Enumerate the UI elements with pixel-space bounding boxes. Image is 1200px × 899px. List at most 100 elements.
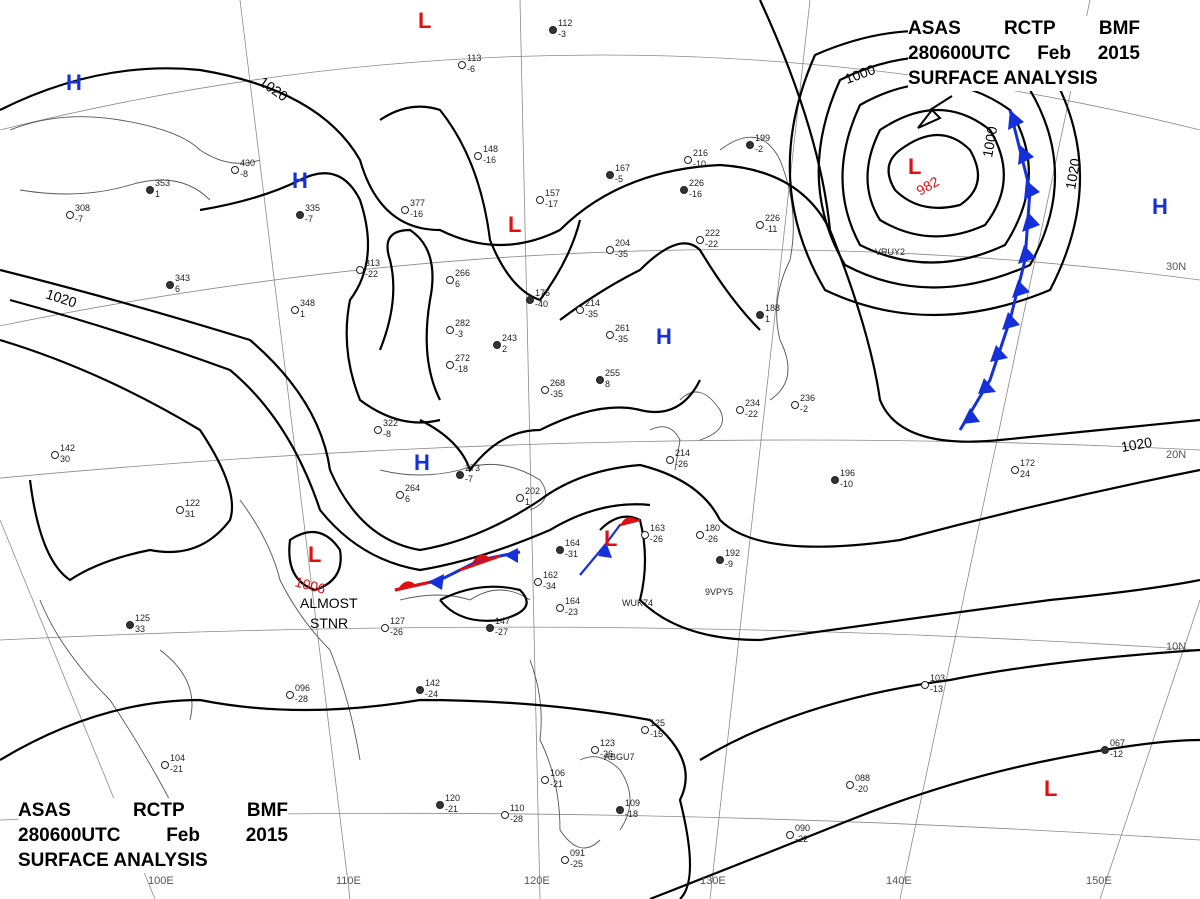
station-plot: 148-16	[474, 144, 498, 165]
station-circle	[696, 531, 704, 539]
station-pressure: 110	[510, 803, 524, 813]
station-plot: 090-22	[786, 823, 810, 844]
station-pressure: 273	[465, 463, 480, 473]
station-pressure: 113	[467, 53, 481, 63]
station-value: -35	[615, 249, 628, 259]
low-pressure-value: 1006	[293, 573, 327, 597]
isobar-south-4	[599, 515, 1200, 642]
station-circle	[684, 156, 692, 164]
station-plot: 192-9	[716, 548, 740, 569]
station-pressure: 096	[295, 683, 310, 693]
ship-callsign: 9VPY5	[705, 587, 733, 597]
low-center: L	[1044, 776, 1057, 801]
isobar-1020-southwest	[0, 268, 1200, 552]
station-value: -26	[600, 749, 613, 759]
station-pressure: 335	[305, 203, 320, 213]
station-circle	[458, 61, 466, 69]
station-plot: 164-31	[556, 538, 580, 559]
station-pressure: 222	[705, 228, 720, 238]
station-plot: 106-21	[541, 768, 565, 789]
station-value: -16	[689, 189, 702, 199]
station-pressure: 214	[585, 298, 600, 308]
station-pressure: 104	[170, 753, 185, 763]
station-pressure: 088	[855, 773, 870, 783]
station-circle	[680, 186, 688, 194]
station-circle	[374, 426, 382, 434]
station-circle	[51, 451, 59, 459]
station-value: 33	[135, 624, 145, 634]
lat-label: 20N	[1166, 449, 1186, 461]
station-circle	[291, 306, 299, 314]
station-plot: 104-21	[161, 753, 185, 774]
station-pressure: 308	[75, 203, 90, 213]
station-circle	[831, 476, 839, 484]
station-circle	[166, 281, 174, 289]
station-circle	[606, 171, 614, 179]
isobar-label: 1000	[979, 125, 1000, 159]
station-pressure: 164	[565, 596, 580, 606]
station-pressure: 106	[550, 768, 565, 778]
chart-title-top: ASAS RCTP BMF 280600UTC Feb 2015 SURFACE…	[908, 16, 1140, 91]
isobar-1006-low	[288, 530, 342, 592]
station-pressure: 091	[570, 848, 585, 858]
isobar-south-6	[699, 648, 1200, 761]
title-product: SURFACE ANALYSIS	[18, 850, 208, 871]
station-plot: 167-5	[606, 163, 630, 184]
front-note: ALMOST	[300, 595, 358, 611]
station-plot: 308-7	[66, 203, 90, 224]
station-value: -15	[650, 729, 663, 739]
isobar-label: 1020	[1120, 434, 1154, 455]
station-value: -25	[570, 859, 583, 869]
isobar-label: 1020	[1062, 157, 1083, 191]
station-value: -22	[365, 269, 378, 279]
station-value: 1	[765, 314, 770, 324]
station-pressure: 430	[240, 158, 255, 168]
isobar-south-5	[0, 698, 692, 899]
high-center: H	[66, 70, 82, 95]
station-plot: 142-24	[416, 678, 440, 699]
station-circle	[161, 761, 169, 769]
station-plot: 216-10	[684, 148, 708, 169]
station-plot: 163-26	[641, 523, 665, 544]
station-plot: 091-25	[561, 848, 585, 869]
station-circle	[576, 306, 584, 314]
station-plot: 180-26	[696, 523, 720, 544]
station-value: 24	[1020, 469, 1030, 479]
station-plot: 088-20	[846, 773, 870, 794]
station-plot: 196-10	[831, 468, 855, 489]
station-pressure: 226	[689, 178, 704, 188]
station-circle	[756, 311, 764, 319]
station-value: -40	[535, 299, 548, 309]
high-center: H	[292, 168, 308, 193]
isobar-south-1	[9, 298, 651, 572]
isobar-label: 1020	[256, 73, 291, 104]
station-value: -7	[465, 474, 473, 484]
station-value: 31	[185, 509, 195, 519]
lon-label: 140E	[886, 875, 912, 887]
station-plot: 234-22	[736, 398, 760, 419]
station-pressure: 148	[483, 144, 498, 154]
station-plot: 112-3	[549, 18, 572, 39]
station-plot: 103-13	[921, 673, 945, 694]
station-plot: 222-22	[696, 228, 720, 249]
station-circle	[606, 331, 614, 339]
station-circle	[549, 26, 557, 34]
station-circle	[231, 166, 239, 174]
station-pressure: 255	[605, 368, 620, 378]
station-circle	[446, 326, 454, 334]
isobar-ring-2	[866, 108, 1005, 238]
station-value: 6	[455, 279, 460, 289]
station-pressure: 112	[558, 18, 572, 28]
title-month: Feb	[166, 825, 200, 846]
station-value: -28	[510, 814, 523, 824]
low-center: L	[418, 8, 431, 33]
isobar-label: 1000	[843, 61, 878, 87]
station-plot: 162-34	[534, 570, 558, 591]
station-plot: 313-22	[356, 258, 380, 279]
station-value: -27	[495, 627, 508, 637]
